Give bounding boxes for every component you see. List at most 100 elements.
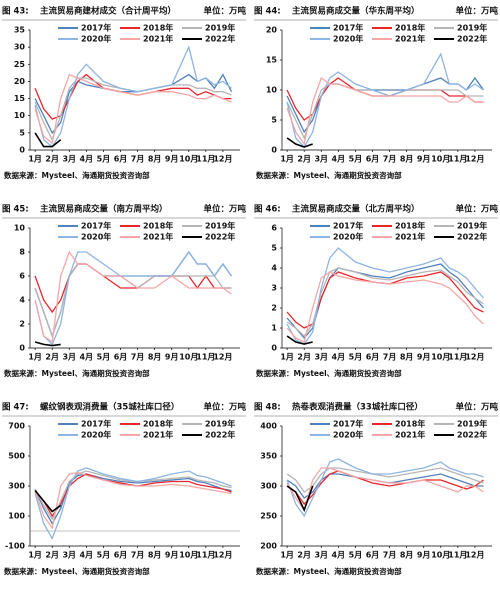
series-line bbox=[34, 45, 232, 148]
x-tick-label: 4月 bbox=[80, 155, 94, 164]
x-tick-label: 9月 bbox=[417, 551, 431, 560]
series-line bbox=[34, 471, 232, 530]
x-tick-label: 2月 bbox=[297, 551, 311, 560]
legend-label: 2019年 bbox=[205, 23, 235, 33]
legend-label: 2017年 bbox=[333, 23, 363, 33]
y-tick-label: 0 bbox=[271, 344, 277, 353]
series-line bbox=[286, 485, 314, 513]
legend-label: 2017年 bbox=[81, 221, 111, 231]
x-tick-label: 7月 bbox=[383, 353, 397, 362]
x-tick-label: 8月 bbox=[148, 155, 162, 164]
x-tick-label: 4月 bbox=[332, 155, 346, 164]
series-line bbox=[286, 247, 484, 345]
y-tick-label: 700 bbox=[8, 422, 25, 431]
y-tick-label: 4 bbox=[19, 296, 25, 305]
x-tick-label: 10月 bbox=[431, 155, 450, 164]
x-tick-label: 1月 bbox=[28, 353, 42, 362]
y-tick-label: 200 bbox=[260, 542, 277, 551]
y-tick-label: 2 bbox=[271, 304, 277, 313]
figure-label: 图 43: bbox=[2, 7, 29, 17]
x-tick-label: 7月 bbox=[383, 551, 397, 560]
legend-label: 2022年 bbox=[457, 232, 487, 242]
series-line bbox=[286, 470, 484, 506]
y-tick-label: 0 bbox=[19, 146, 25, 155]
legend-label: 2019年 bbox=[205, 419, 235, 429]
x-tick-label: 10月 bbox=[179, 155, 198, 164]
chart-title: 螺纹钢表观消费量（35城社库口径） bbox=[40, 402, 179, 413]
x-tick-label: 4月 bbox=[80, 551, 94, 560]
x-tick-label: 1月 bbox=[280, 551, 294, 560]
series-line bbox=[34, 467, 232, 541]
series-line bbox=[286, 467, 484, 512]
x-tick-label: 9月 bbox=[165, 551, 179, 560]
legend-label: 2019年 bbox=[205, 221, 235, 231]
x-tick-label: 8月 bbox=[400, 551, 414, 560]
source: 数据来源：Mysteel、海通期货投资咨询部 bbox=[4, 368, 150, 378]
x-tick-label: 8月 bbox=[148, 353, 162, 362]
legend-label: 2021年 bbox=[395, 430, 425, 440]
chart-title: 主流贸易商成交量（华东周平均） bbox=[292, 6, 420, 17]
legend-label: 2021年 bbox=[395, 232, 425, 242]
figure-label: 图 44: bbox=[254, 7, 281, 17]
x-tick-label: 3月 bbox=[62, 155, 76, 164]
y-tick-label: 0 bbox=[271, 146, 277, 155]
series-line bbox=[286, 467, 484, 493]
legend-label: 2017年 bbox=[333, 419, 363, 429]
x-tick-label: 5月 bbox=[97, 155, 111, 164]
x-tick-label: 3月 bbox=[62, 551, 76, 560]
x-tick-label: 5月 bbox=[349, 551, 363, 560]
series-line bbox=[286, 76, 484, 146]
x-tick-label: 2月 bbox=[45, 353, 59, 362]
x-tick-label: 7月 bbox=[131, 353, 145, 362]
x-tick-label: 9月 bbox=[417, 353, 431, 362]
series-line bbox=[286, 458, 484, 518]
y-tick-label: 25 bbox=[14, 60, 26, 69]
x-tick-label: 4月 bbox=[80, 353, 94, 362]
x-tick-label: 5月 bbox=[97, 353, 111, 362]
series-line bbox=[286, 267, 484, 337]
legend-label: 2021年 bbox=[143, 34, 173, 44]
x-tick-label: 7月 bbox=[131, 551, 145, 560]
legend-label: 2022年 bbox=[205, 34, 235, 44]
legend-label: 2020年 bbox=[81, 34, 111, 44]
x-tick-label: 6月 bbox=[366, 551, 380, 560]
y-tick-label: 5 bbox=[271, 116, 277, 125]
figure-label: 图 48: bbox=[254, 403, 281, 413]
legend-label: 2022年 bbox=[205, 232, 235, 242]
x-tick-label: 11月 bbox=[196, 551, 215, 560]
x-tick-label: 11月 bbox=[196, 353, 215, 362]
legend-label: 2022年 bbox=[457, 430, 487, 440]
y-tick-label: 500 bbox=[8, 452, 25, 461]
y-tick-label: 8 bbox=[19, 248, 25, 257]
y-tick-label: 5 bbox=[271, 244, 277, 253]
source: 数据来源：Mysteel、海通期货投资咨询部 bbox=[256, 566, 402, 576]
x-tick-label: 12月 bbox=[465, 551, 484, 560]
series-line bbox=[286, 271, 484, 329]
series-line bbox=[34, 132, 62, 148]
x-tick-label: 3月 bbox=[62, 353, 76, 362]
x-tick-label: 6月 bbox=[114, 353, 128, 362]
legend-label: 2017年 bbox=[81, 23, 111, 33]
x-tick-label: 12月 bbox=[465, 353, 484, 362]
legend-label: 2019年 bbox=[457, 221, 487, 231]
legend-label: 2020年 bbox=[333, 232, 363, 242]
y-tick-label: 400 bbox=[260, 422, 277, 431]
source: 数据来源：Mysteel、海通期货投资咨询部 bbox=[4, 566, 150, 576]
x-tick-label: 12月 bbox=[213, 353, 232, 362]
y-tick-label: 3 bbox=[271, 284, 277, 293]
x-tick-label: 12月 bbox=[213, 551, 232, 560]
x-tick-label: 10月 bbox=[179, 551, 198, 560]
y-tick-label: 10 bbox=[14, 224, 26, 233]
series-line bbox=[286, 271, 484, 343]
x-tick-label: 3月 bbox=[314, 155, 328, 164]
figure-label: 图 46: bbox=[254, 205, 281, 215]
x-tick-label: 8月 bbox=[400, 155, 414, 164]
legend-label: 2017年 bbox=[81, 419, 111, 429]
y-tick-label: 15 bbox=[266, 56, 278, 65]
x-tick-label: 5月 bbox=[349, 155, 363, 164]
y-tick-label: 6 bbox=[19, 272, 25, 281]
y-tick-label: 20 bbox=[266, 26, 278, 35]
series-line bbox=[286, 263, 484, 340]
x-tick-label: 2月 bbox=[297, 155, 311, 164]
